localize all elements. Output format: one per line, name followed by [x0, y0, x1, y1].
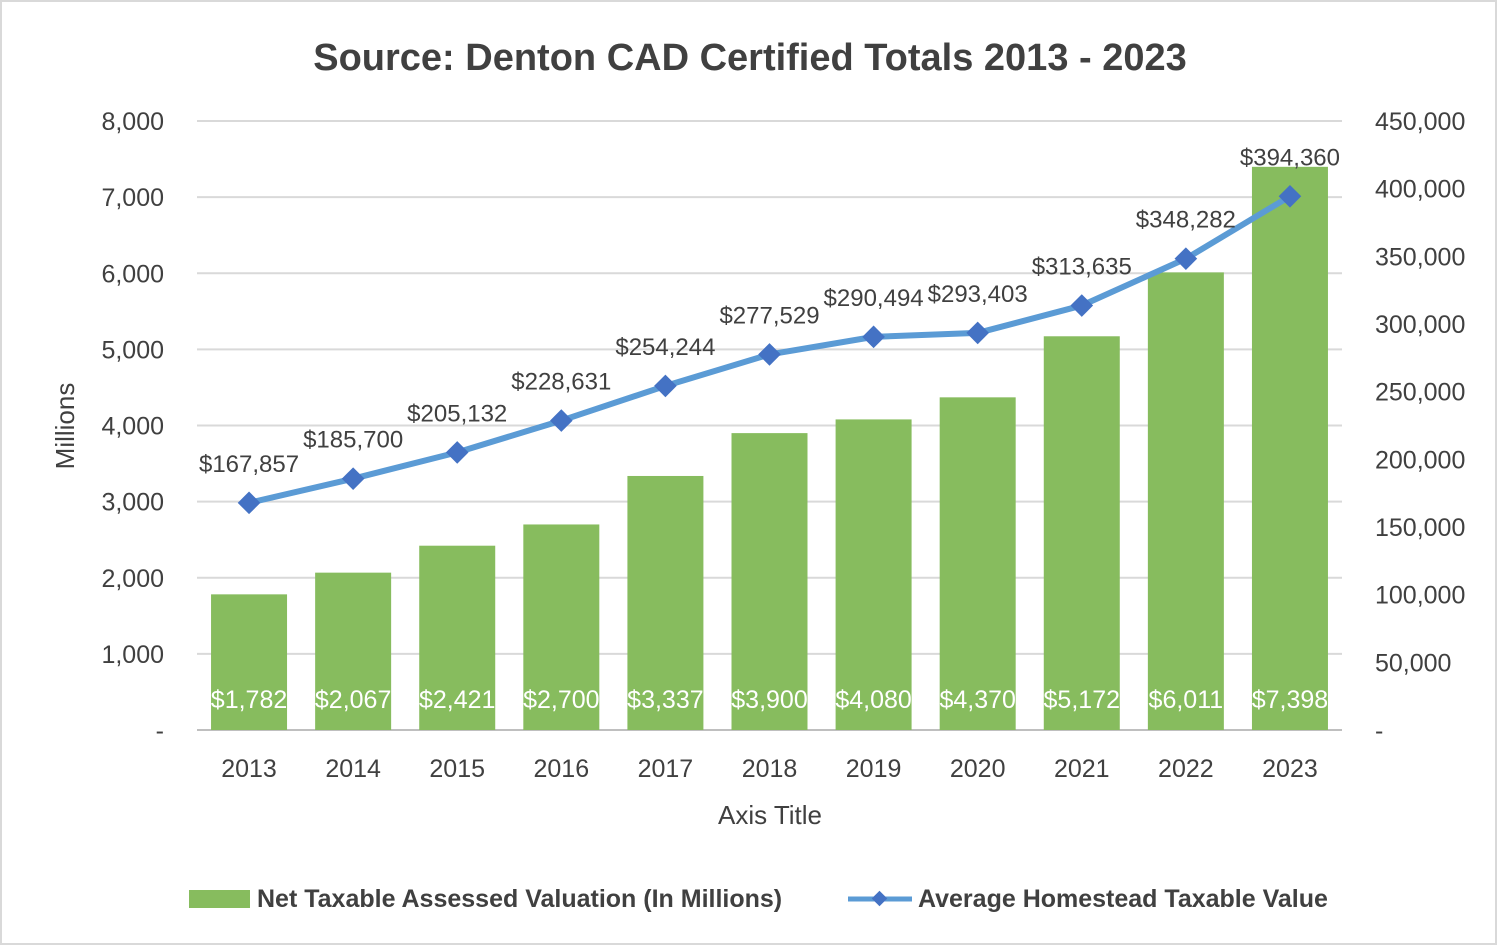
bar	[1251, 166, 1328, 730]
legend: Net Taxable Assessed Valuation (In Milli…	[189, 885, 1328, 913]
right-axis-tick-label: 350,000	[1375, 243, 1465, 271]
line-point-marker	[1070, 294, 1094, 317]
bar-series	[211, 166, 1328, 730]
left-axis-tick-label: 8,000	[101, 108, 164, 136]
right-axis-tick-label: 300,000	[1375, 311, 1465, 339]
right-axis: - 50,000 100,000 150,000 200,000 250,000 300,0…	[1375, 108, 1465, 745]
legend-line-label: Average Homestead Taxable Value	[918, 885, 1328, 913]
x-axis-tick-label: 2013	[221, 755, 277, 783]
line-point-marker	[758, 343, 781, 366]
bar-data-label: $2,067	[315, 686, 391, 714]
line-point-marker	[654, 374, 677, 398]
bar	[419, 545, 496, 730]
x-axis-tick-label: 2020	[950, 755, 1006, 783]
bar	[835, 419, 912, 730]
right-axis-tick-label: 400,000	[1375, 176, 1465, 204]
left-axis-tick-label: 1,000	[101, 641, 164, 669]
x-axis-tick-label: 2017	[638, 755, 694, 783]
line-data-label: $167,857	[199, 451, 299, 478]
x-axis-tick-label: 2018	[742, 755, 798, 783]
left-axis-tick-label: -	[156, 717, 164, 745]
bar-data-label: $6,011	[1149, 686, 1224, 714]
legend-bar-label: Net Taxable Assessed Valuation (In Milli…	[257, 885, 782, 913]
bar-data-label: $3,900	[731, 686, 807, 714]
bar-data-label: $3,337	[627, 686, 703, 714]
right-axis-tick-label: 200,000	[1375, 446, 1465, 474]
left-axis-tick-label: 4,000	[101, 413, 164, 441]
line-data-label: $313,635	[1032, 254, 1132, 281]
right-axis-tick-label: 250,000	[1375, 379, 1465, 407]
left-axis-tick-label: 6,000	[101, 260, 164, 288]
x-axis-title: Axis Title	[718, 800, 822, 830]
legend-bar-swatch	[189, 890, 250, 908]
bar-data-label: $5,172	[1044, 686, 1120, 714]
chart-title: Source: Denton CAD Certified Totals 2013…	[313, 37, 1187, 79]
left-axis: - 1,000 2,000 3,000 4,000 5,000 6,000 7,000 8,00…	[101, 108, 164, 745]
x-axis: 2013 2014 2015 2016 2017 2018 2019 2020 2021 2022…	[221, 755, 1318, 783]
right-axis-tick-label: 100,000	[1375, 582, 1465, 610]
bar-data-label: $4,370	[939, 686, 1015, 714]
bar	[939, 397, 1016, 730]
x-axis-tick-label: 2015	[429, 755, 485, 783]
left-axis-tick-label: 3,000	[101, 489, 164, 517]
line-data-label: $348,282	[1136, 207, 1236, 234]
bar-data-labels: $1,782 $2,067 $2,421 $2,700 $3,337 $3,900 $4,0…	[211, 686, 1328, 714]
bar	[1043, 336, 1120, 730]
bar	[523, 524, 600, 730]
left-axis-tick-label: 2,000	[101, 565, 164, 593]
bar-data-label: $2,700	[523, 686, 599, 714]
line-series	[237, 184, 1302, 515]
x-axis-tick-label: 2023	[1262, 755, 1318, 783]
x-axis-tick-label: 2022	[1158, 755, 1214, 783]
right-axis-tick-label: 450,000	[1375, 108, 1465, 136]
right-axis-tick-label: 150,000	[1375, 514, 1465, 542]
x-axis-tick-label: 2019	[846, 755, 902, 783]
bar	[211, 594, 288, 730]
line-point-marker	[341, 467, 365, 490]
bar	[315, 572, 392, 730]
line-point-marker	[237, 491, 261, 515]
bar-data-label: $7,398	[1252, 686, 1328, 714]
line-point-marker	[966, 321, 989, 345]
left-axis-tick-label: 7,000	[101, 184, 164, 212]
line-point-marker	[862, 325, 885, 349]
x-axis-tick-label: 2016	[534, 755, 590, 783]
line-data-label: $228,631	[511, 369, 611, 396]
line-data-label: $394,360	[1240, 144, 1340, 171]
legend-line-marker	[871, 890, 888, 907]
x-axis-tick-label: 2014	[325, 755, 381, 783]
bar-data-label: $2,421	[419, 686, 495, 714]
line-data-label: $205,132	[407, 400, 507, 427]
y-axis-title: Millions	[50, 383, 80, 470]
line-data-label: $293,403	[928, 281, 1028, 308]
line-data-label: $290,494	[824, 285, 924, 312]
line-data-label: $185,700	[303, 427, 403, 454]
line-data-label: $277,529	[719, 302, 819, 329]
bar	[627, 475, 704, 730]
x-axis-tick-label: 2021	[1054, 755, 1110, 783]
line-data-labels: $167,857$185,700$205,132$228,631$254,244…	[199, 144, 1340, 478]
left-axis-tick-label: 5,000	[101, 336, 164, 364]
line-data-label: $254,244	[615, 334, 715, 361]
right-axis-tick-label: 50,000	[1375, 649, 1451, 677]
bar-data-label: $1,782	[211, 686, 287, 714]
right-axis-tick-label: -	[1375, 717, 1383, 745]
bar-data-label: $4,080	[835, 686, 911, 714]
line-point-marker	[445, 441, 469, 464]
bar	[1147, 272, 1224, 730]
line-point-marker	[550, 409, 573, 432]
bar	[731, 433, 808, 730]
